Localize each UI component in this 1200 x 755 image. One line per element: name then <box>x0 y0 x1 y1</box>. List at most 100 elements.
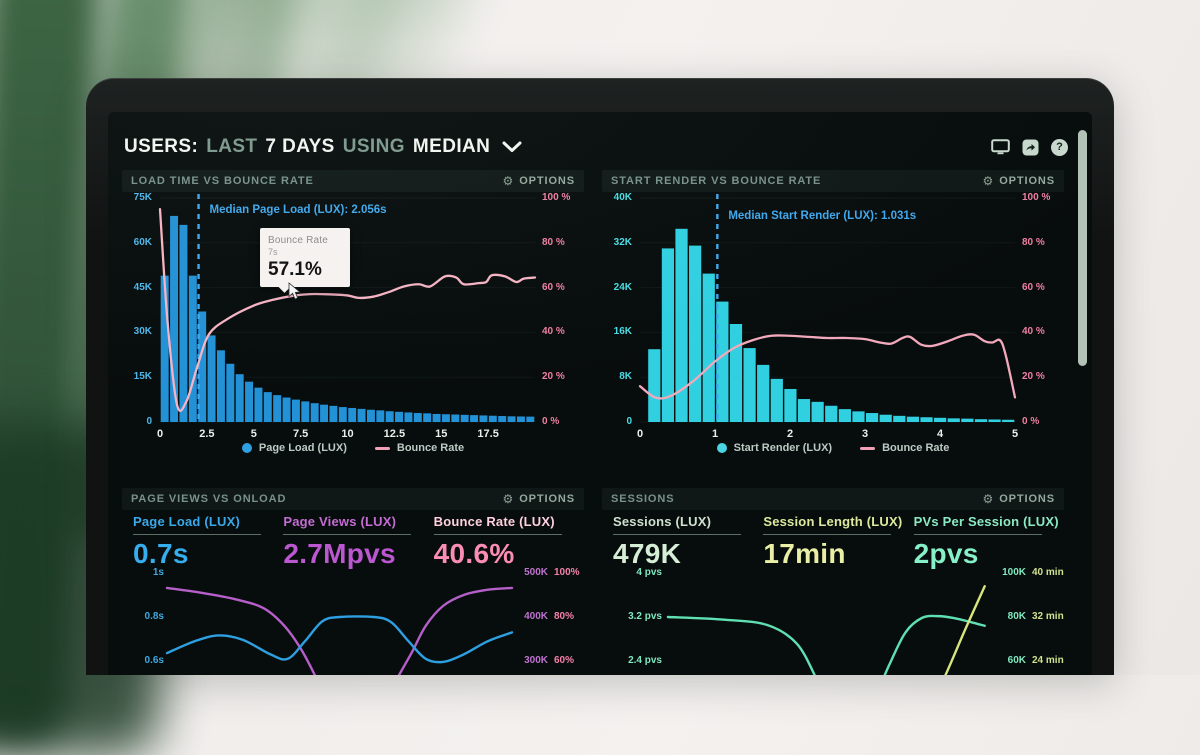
metric-label: Session Length (LUX) <box>763 514 903 529</box>
metric-underline <box>433 534 562 535</box>
scrollbar-thumb[interactable] <box>1078 130 1087 366</box>
x-axis-label: 17.5 <box>477 428 499 440</box>
metric-label: Sessions (LUX) <box>613 514 712 529</box>
metric-value: 2.7Mpvs <box>283 538 396 569</box>
metric-sessions: Sessions (LUX) 479K <box>613 514 763 570</box>
metric-label: Bounce Rate (LUX) <box>433 514 555 529</box>
legend-dot-marker <box>241 443 252 453</box>
display-icon[interactable] <box>991 139 1010 155</box>
panel-title: PAGE VIEWS VS ONLOAD <box>131 493 287 505</box>
y-axis-right-label: 100% <box>554 567 580 578</box>
y-axis-left-label: 16K <box>613 326 632 338</box>
y-axis-right-label: 20 % <box>542 371 565 383</box>
gear-icon: ⚙ <box>982 492 995 506</box>
median-annotation: Median Page Load (LUX): 2.056s <box>209 204 387 216</box>
panel-start-render-vs-bounce-rate: START RENDER VS BOUNCE RATE ⚙ OPTIONS Me… <box>602 170 1064 470</box>
metric-underline <box>763 534 892 535</box>
laptop: USERS: LAST 7 DAYS USING MEDIAN ? <box>86 78 1114 675</box>
y-axis-left-label: 0 <box>626 416 632 427</box>
legend-dot-marker <box>716 443 727 453</box>
metric-session-length: Session Length (LUX) 17min <box>763 514 913 570</box>
y-axis-right-label: 400K <box>524 611 548 622</box>
x-axis-label: 5 <box>250 428 257 440</box>
metric-pvs-per-session: PVs Per Session (LUX) 2pvs <box>913 514 1064 570</box>
metric-underline <box>613 534 741 535</box>
y-axis-right-label: 300K <box>524 655 548 666</box>
legend-item: Start Render (LUX) <box>716 442 832 454</box>
y-axis-left-label: 0.6s <box>144 655 164 666</box>
title-last: LAST <box>206 136 258 157</box>
panel-title: START RENDER VS BOUNCE RATE <box>611 175 822 187</box>
x-axis-label: 2.5 <box>199 428 215 440</box>
header-icons: ? <box>991 138 1068 156</box>
dashboard-header: USERS: LAST 7 DAYS USING MEDIAN ? <box>124 132 1076 162</box>
metric-bounce-rate: Bounce Rate (LUX) 40.6% <box>433 514 584 570</box>
gear-icon: ⚙ <box>982 174 995 188</box>
metric-underline <box>913 534 1042 535</box>
y-axis-left-label: 60K <box>133 236 152 248</box>
x-axis-label: 15 <box>435 428 448 440</box>
x-axis-label: 4 <box>936 428 944 440</box>
y-axis-right-label: 40 % <box>1022 326 1045 338</box>
y-axis-right-label: 24 min <box>1032 655 1064 666</box>
options-button[interactable]: ⚙ OPTIONS <box>983 175 1055 187</box>
y-axis-left-label: 30K <box>133 326 152 338</box>
chevron-down-icon[interactable] <box>502 141 522 153</box>
page-title: USERS: LAST 7 DAYS USING MEDIAN <box>124 136 522 158</box>
metric-value: 40.6% <box>433 538 515 569</box>
options-label: OPTIONS <box>999 493 1055 505</box>
title-users: USERS: <box>124 136 199 157</box>
title-7days: 7 DAYS <box>265 136 335 157</box>
y-axis-left-label: 4 pvs <box>636 567 662 578</box>
y-axis-left-label: 40K <box>613 192 632 203</box>
options-label: OPTIONS <box>999 175 1055 187</box>
panel-load-time-vs-bounce-rate: LOAD TIME VS BOUNCE RATE ⚙ OPTIONS Media… <box>122 170 584 470</box>
legend-item: Bounce Rate <box>860 442 949 454</box>
y-axis-right-label: 0 % <box>542 416 560 427</box>
panel-page-views-vs-onload: PAGE VIEWS VS ONLOAD ⚙ OPTIONS Page Load… <box>122 488 584 675</box>
y-axis-right-label: 100K <box>1002 567 1026 578</box>
metric-summary-row: Sessions (LUX) 479K Session Length (LUX)… <box>613 514 1064 570</box>
x-axis-label: 0 <box>156 428 164 440</box>
dashboard-screen: USERS: LAST 7 DAYS USING MEDIAN ? <box>108 112 1092 675</box>
x-axis-label: 0 <box>636 428 644 440</box>
options-button[interactable]: ⚙ OPTIONS <box>503 175 575 187</box>
legend-line-marker <box>374 446 390 450</box>
y-axis-right-label: 60 % <box>542 281 565 293</box>
title-median: MEDIAN <box>412 136 491 157</box>
panel-header: SESSIONS ⚙ OPTIONS <box>602 488 1064 510</box>
y-axis-right-label: 40 % <box>542 326 565 338</box>
metric-label: Page Load (LUX) <box>133 514 241 529</box>
y-axis-left-label: 32K <box>613 236 632 248</box>
y-axis-right-label: 80% <box>554 611 575 622</box>
metric-label: Page Views (LUX) <box>283 514 397 529</box>
options-button[interactable]: ⚙ OPTIONS <box>503 493 575 505</box>
legend-label: Bounce Rate <box>396 442 465 454</box>
y-axis-right-label: 20 % <box>1022 371 1045 383</box>
y-axis-left-label: 45K <box>133 281 152 293</box>
y-axis-right-label: 60 % <box>1022 281 1045 293</box>
y-axis-right-label: 80 % <box>1022 236 1045 248</box>
y-axis-right-label: 0 % <box>1022 416 1040 427</box>
y-axis-right-label: 40 min <box>1032 567 1064 578</box>
x-axis-label: 12.5 <box>383 428 406 440</box>
legend-line-marker <box>860 446 876 450</box>
gear-icon: ⚙ <box>502 492 515 506</box>
y-axis-right-label: 100 % <box>1022 192 1051 203</box>
export-icon[interactable] <box>1022 139 1039 156</box>
mouse-cursor-icon <box>288 282 302 305</box>
x-axis-label: 7.5 <box>292 428 309 440</box>
legend-label: Page Load (LUX) <box>258 442 347 454</box>
help-icon[interactable]: ? <box>1051 138 1068 156</box>
metric-page-views: Page Views (LUX) 2.7Mpvs <box>283 514 433 570</box>
metric-page-load: Page Load (LUX) 0.7s <box>133 514 283 570</box>
y-axis-left-label: 2.4 pvs <box>628 655 662 666</box>
chart-legend: Page Load (LUX) Bounce Rate <box>122 442 584 454</box>
legend-item: Page Load (LUX) <box>241 442 347 454</box>
x-axis-label: 5 <box>1011 428 1019 440</box>
x-axis-label: 10 <box>341 428 354 440</box>
options-button[interactable]: ⚙ OPTIONS <box>983 493 1055 505</box>
y-axis-right-label: 100 % <box>542 192 571 203</box>
title-using: USING <box>342 136 405 157</box>
y-axis-right-label: 500K <box>524 567 548 578</box>
